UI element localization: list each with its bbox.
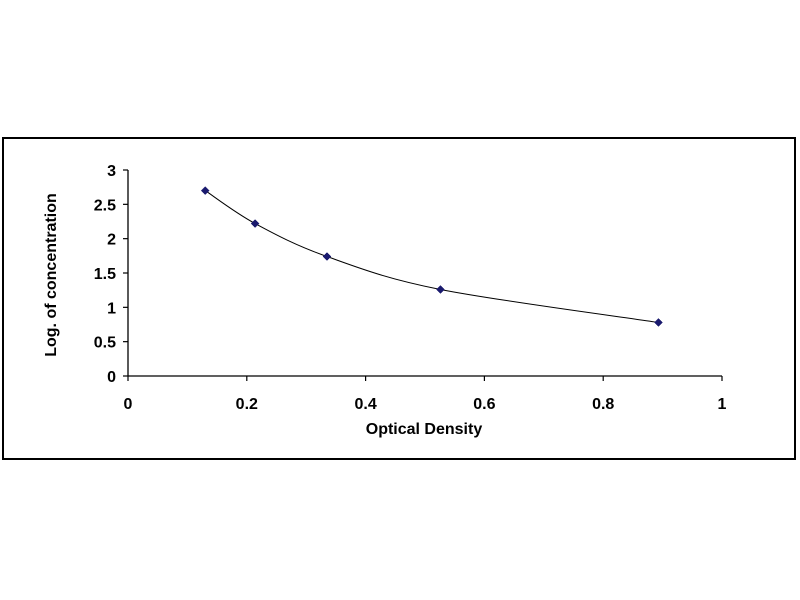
data-point [250,219,260,228]
y-tick-label: 2.5 [94,197,116,214]
x-tick-label: 1 [718,396,727,413]
y-tick-label: 3 [107,163,116,180]
y-tick-label: 2 [107,232,116,249]
x-tick-label: 0.6 [473,396,495,413]
trend-curve [204,190,659,323]
y-axis-title: Log. of concentration [43,193,60,357]
data-point [436,285,445,294]
data-points [200,186,663,327]
data-point [200,186,210,195]
x-tick-label: 0.8 [592,396,614,413]
y-tick-label: 1.5 [94,266,116,283]
data-point [654,318,663,327]
data-point [322,252,332,261]
axes [127,170,722,377]
y-tick-label: 0.5 [94,335,116,352]
x-ticks: 0 0.2 0.4 0.6 0.8 1 [124,376,727,413]
x-tick-label: 0.2 [236,396,258,413]
chart-frame [2,137,796,460]
x-tick-label: 0.4 [354,396,376,413]
y-tick-label: 0 [107,369,116,386]
y-ticks: 0 0.5 1 1.5 2 2.5 3 [94,163,128,386]
x-tick-label: 0 [124,396,133,413]
x-axis-title: Optical Density [366,421,483,438]
y-tick-label: 1 [107,300,116,317]
